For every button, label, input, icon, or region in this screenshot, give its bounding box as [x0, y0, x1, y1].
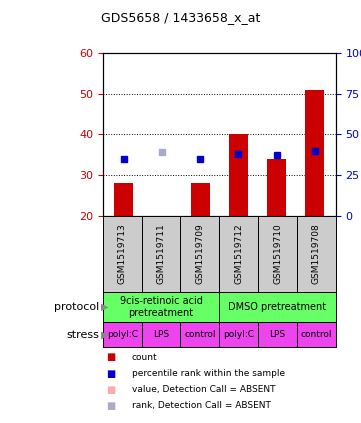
Bar — [191, 183, 210, 216]
Bar — [219, 216, 258, 292]
Bar — [305, 90, 324, 216]
Bar — [103, 322, 142, 347]
Bar — [103, 216, 142, 292]
Text: ■: ■ — [106, 368, 116, 379]
Text: control: control — [301, 330, 332, 339]
Text: polyI:C: polyI:C — [223, 330, 254, 339]
Text: GDS5658 / 1433658_x_at: GDS5658 / 1433658_x_at — [101, 11, 260, 24]
Bar — [114, 183, 134, 216]
Text: ■: ■ — [106, 352, 116, 363]
Text: value, Detection Call = ABSENT: value, Detection Call = ABSENT — [132, 385, 275, 394]
Bar — [142, 322, 180, 347]
Bar — [180, 216, 219, 292]
Text: stress: stress — [66, 330, 99, 340]
Text: count: count — [132, 353, 157, 362]
Bar — [229, 134, 248, 216]
Bar — [267, 159, 286, 216]
Bar — [258, 216, 297, 292]
Bar — [219, 292, 336, 322]
Text: polyI:C: polyI:C — [107, 330, 138, 339]
Text: percentile rank within the sample: percentile rank within the sample — [132, 369, 285, 378]
Text: 9cis-retinoic acid
pretreatment: 9cis-retinoic acid pretreatment — [119, 296, 203, 318]
Text: DMSO pretreatment: DMSO pretreatment — [229, 302, 327, 312]
Text: control: control — [184, 330, 216, 339]
Text: ▶: ▶ — [101, 302, 109, 312]
Text: GSM1519711: GSM1519711 — [157, 223, 166, 284]
Bar — [219, 322, 258, 347]
Text: GSM1519709: GSM1519709 — [195, 223, 204, 284]
Text: GSM1519713: GSM1519713 — [118, 223, 127, 284]
Text: GSM1519708: GSM1519708 — [312, 223, 321, 284]
Text: GSM1519712: GSM1519712 — [234, 223, 243, 284]
Bar — [142, 216, 180, 292]
Text: GSM1519710: GSM1519710 — [273, 223, 282, 284]
Text: rank, Detection Call = ABSENT: rank, Detection Call = ABSENT — [132, 401, 271, 410]
Bar — [103, 292, 219, 322]
Bar — [297, 216, 336, 292]
Bar — [180, 322, 219, 347]
Text: ■: ■ — [106, 401, 116, 411]
Text: ▶: ▶ — [101, 330, 109, 340]
Bar — [297, 322, 336, 347]
Text: ■: ■ — [106, 385, 116, 395]
Text: LPS: LPS — [269, 330, 286, 339]
Text: LPS: LPS — [153, 330, 169, 339]
Bar — [258, 322, 297, 347]
Text: protocol: protocol — [54, 302, 99, 312]
